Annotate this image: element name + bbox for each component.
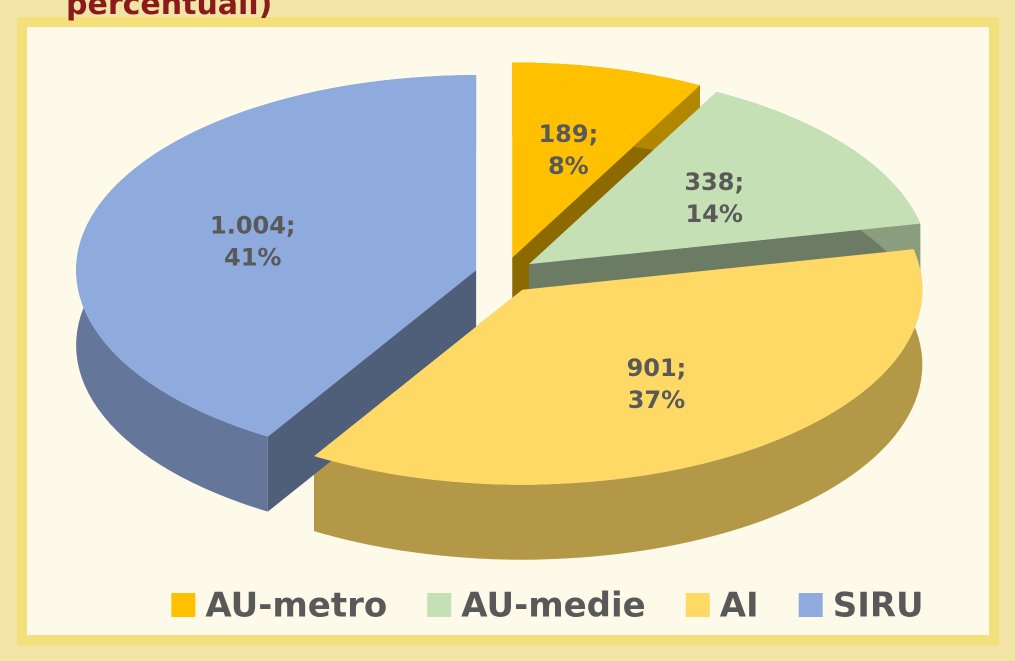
slice-side — [314, 249, 923, 560]
slice — [314, 249, 923, 485]
data-label: 901; — [627, 354, 687, 382]
chart-title: percentuali) — [66, 0, 272, 22]
data-label: 338; — [684, 168, 744, 196]
data-label: 14% — [685, 200, 742, 228]
legend-swatch — [685, 593, 710, 617]
legend-label: AU-medie — [461, 586, 646, 626]
data-label: 37% — [628, 386, 685, 414]
legend-label: AU-metro — [205, 586, 387, 626]
slice — [528, 91, 921, 265]
legend-swatch — [427, 593, 452, 617]
legend: AU-metro AU-medie AI SIRU — [171, 586, 924, 626]
data-label: 41% — [224, 244, 281, 272]
slice — [512, 62, 700, 258]
slice-wall — [267, 270, 477, 512]
legend-swatch — [798, 593, 823, 617]
legend-label: AI — [720, 586, 759, 626]
data-label: 1.004; — [210, 212, 296, 240]
data-label: 189; — [538, 120, 598, 148]
legend-swatch — [171, 593, 196, 617]
slice — [76, 75, 477, 437]
pie-tops — [76, 62, 923, 485]
data-label: 8% — [548, 152, 589, 180]
legend-label: SIRU — [833, 586, 924, 626]
